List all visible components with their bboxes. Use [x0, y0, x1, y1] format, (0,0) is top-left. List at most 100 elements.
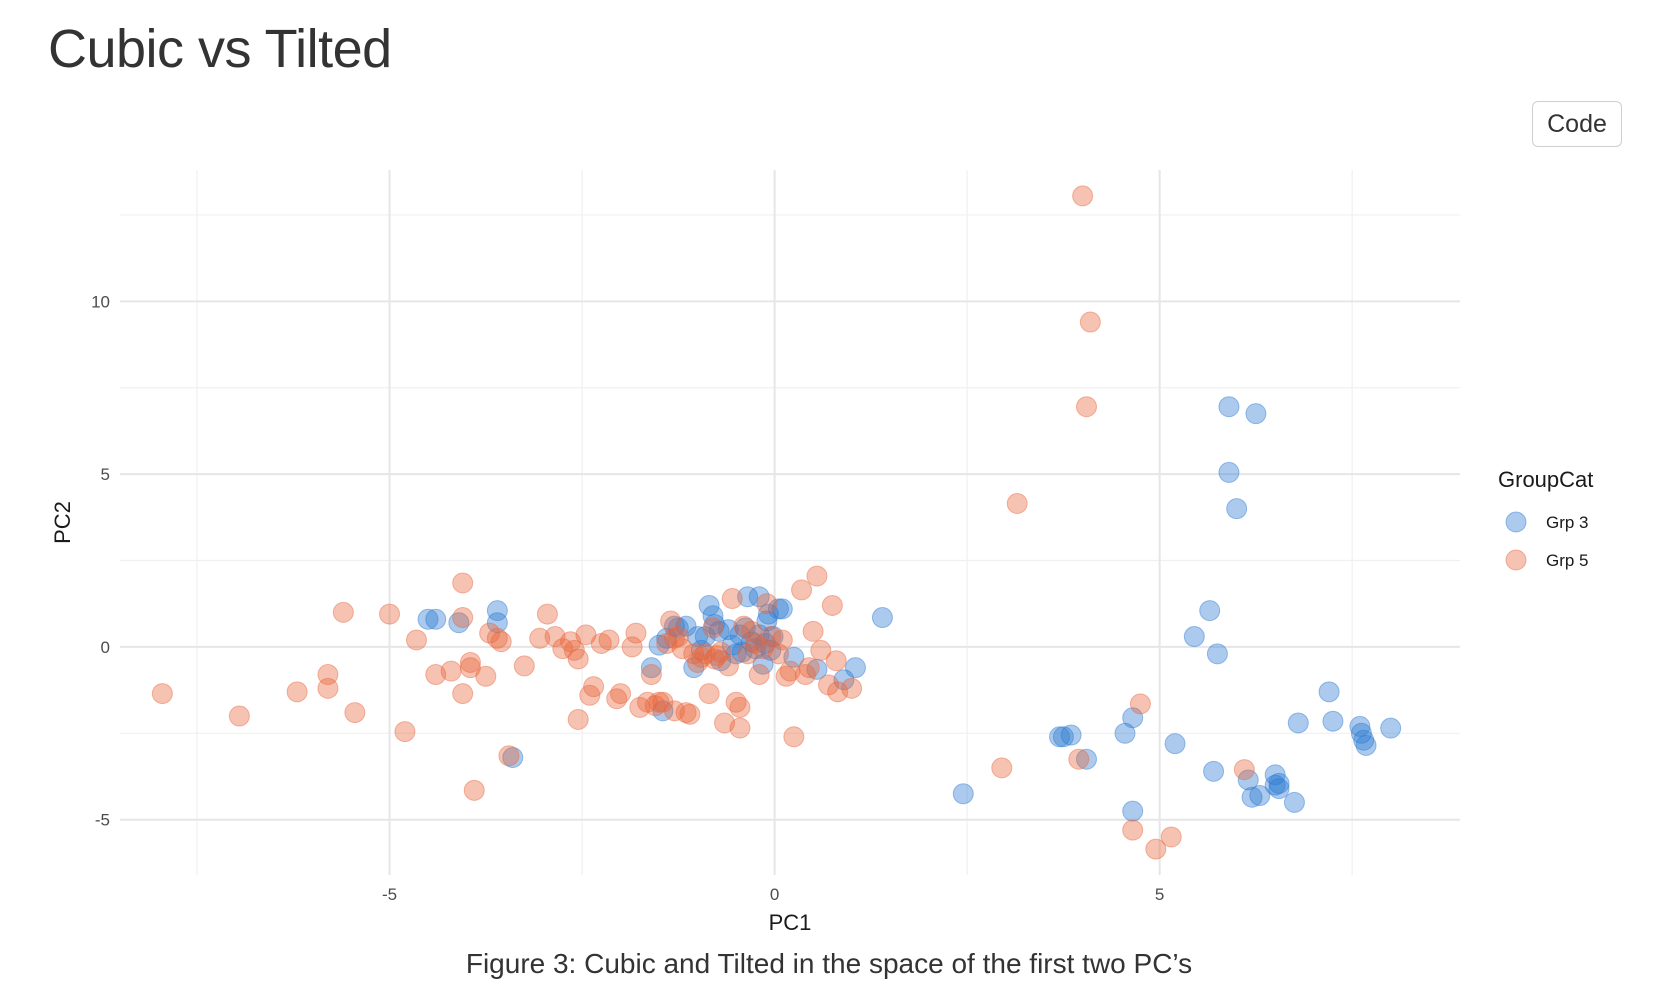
data-point — [710, 650, 732, 672]
data-point — [740, 620, 762, 642]
data-point — [737, 586, 759, 608]
data-point — [1283, 791, 1305, 813]
data-point — [725, 643, 747, 665]
data-point — [771, 598, 793, 620]
data-point — [675, 615, 697, 637]
data-point — [667, 617, 689, 639]
data-point — [756, 593, 778, 615]
data-point — [844, 657, 866, 679]
data-point — [621, 636, 643, 658]
data-point — [841, 677, 863, 699]
data-point — [1380, 717, 1402, 739]
data-point — [704, 648, 726, 670]
data-point — [486, 600, 508, 622]
data-point — [752, 638, 774, 660]
x-tick-label: -5 — [382, 885, 397, 904]
data-point — [1268, 772, 1290, 794]
data-point — [1164, 733, 1186, 755]
data-point — [952, 783, 974, 805]
data-point — [640, 657, 662, 679]
data-point — [748, 586, 770, 608]
data-point — [683, 643, 705, 665]
data-point — [744, 638, 766, 660]
data-point — [721, 588, 743, 610]
data-point — [637, 691, 659, 713]
data-point — [827, 681, 849, 703]
data-point — [710, 641, 732, 663]
data-point — [544, 626, 566, 648]
data-point — [757, 603, 779, 625]
data-point — [833, 669, 855, 691]
y-tick-label: -5 — [95, 811, 110, 830]
data-point — [567, 708, 589, 730]
data-point — [1264, 764, 1286, 786]
data-point — [667, 626, 689, 648]
data-point — [698, 683, 720, 705]
data-point — [1075, 748, 1097, 770]
data-point — [1245, 403, 1267, 425]
data-point — [740, 631, 762, 653]
data-point — [663, 700, 685, 722]
code-button[interactable]: Code — [1532, 101, 1622, 147]
data-point — [656, 632, 678, 654]
data-point — [625, 622, 647, 644]
data-point — [405, 629, 427, 651]
data-point — [648, 634, 670, 656]
data-point — [317, 677, 339, 699]
data-point — [737, 643, 759, 665]
data-point — [1355, 734, 1377, 756]
legend-label: Grp 5 — [1546, 551, 1589, 570]
data-point — [1206, 643, 1228, 665]
data-point — [690, 639, 712, 661]
data-point — [151, 683, 173, 705]
data-point — [286, 681, 308, 703]
y-tick-label: 10 — [91, 292, 110, 311]
y-tick-label: 0 — [101, 638, 110, 657]
data-point — [652, 700, 674, 722]
data-point — [425, 664, 447, 686]
data-point — [767, 643, 789, 665]
data-point — [610, 683, 632, 705]
data-point — [459, 651, 481, 673]
data-point — [825, 650, 847, 672]
data-point — [475, 665, 497, 687]
data-point — [731, 641, 753, 663]
data-point — [1145, 838, 1167, 860]
data-point — [714, 712, 736, 734]
data-point — [754, 632, 776, 654]
data-point — [675, 702, 697, 724]
major-gridlines — [120, 170, 1460, 875]
figure-caption: Figure 3: Cubic and Tilted in the space … — [465, 948, 1193, 979]
data-point — [721, 634, 743, 656]
data-point — [656, 627, 678, 649]
data-point — [683, 657, 705, 679]
data-point — [536, 603, 558, 625]
data-point — [725, 691, 747, 713]
data-point — [575, 624, 597, 646]
data-point — [452, 607, 474, 629]
data-point — [1249, 785, 1271, 807]
data-point — [1353, 729, 1375, 751]
data-point — [704, 613, 726, 635]
legend-title: GroupCat — [1498, 467, 1593, 492]
data-point — [317, 664, 339, 686]
x-axis-label: PC1 — [769, 910, 812, 935]
data-point — [1226, 498, 1248, 520]
data-point — [502, 747, 524, 768]
data-point — [1349, 715, 1371, 737]
data-point — [708, 620, 730, 642]
data-point — [459, 657, 481, 679]
data-point — [991, 757, 1013, 779]
data-point — [529, 627, 551, 649]
data-point — [228, 705, 250, 727]
data-point — [775, 665, 797, 687]
data-point — [563, 639, 585, 661]
y-tick-label: 5 — [101, 465, 110, 484]
data-point — [590, 632, 612, 654]
data-point — [1264, 774, 1286, 796]
data-point — [1122, 707, 1144, 729]
data-point — [583, 676, 605, 698]
data-point — [1068, 748, 1090, 770]
data-point — [744, 632, 766, 654]
data-point — [679, 703, 701, 725]
